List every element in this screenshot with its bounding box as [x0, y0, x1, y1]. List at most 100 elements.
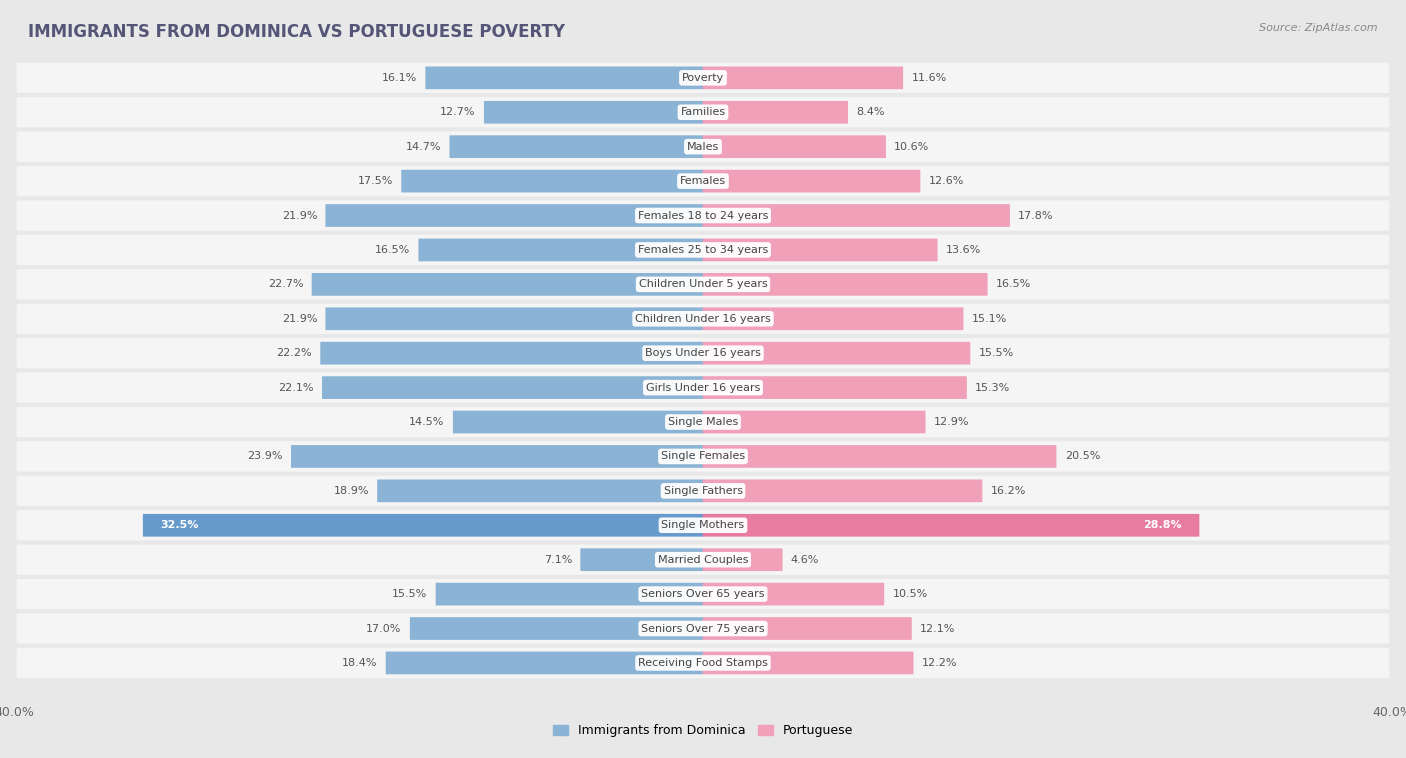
- FancyBboxPatch shape: [703, 652, 914, 675]
- Text: Single Males: Single Males: [668, 417, 738, 427]
- FancyBboxPatch shape: [703, 101, 848, 124]
- FancyBboxPatch shape: [17, 613, 1389, 644]
- Text: Girls Under 16 years: Girls Under 16 years: [645, 383, 761, 393]
- FancyBboxPatch shape: [703, 342, 970, 365]
- FancyBboxPatch shape: [703, 239, 938, 262]
- Text: Single Females: Single Females: [661, 452, 745, 462]
- FancyBboxPatch shape: [703, 136, 886, 158]
- Text: 18.4%: 18.4%: [342, 658, 377, 668]
- Text: 18.9%: 18.9%: [333, 486, 368, 496]
- FancyBboxPatch shape: [703, 548, 783, 571]
- Text: 14.5%: 14.5%: [409, 417, 444, 427]
- Text: 22.2%: 22.2%: [277, 348, 312, 359]
- Text: 13.6%: 13.6%: [946, 245, 981, 255]
- Text: 10.5%: 10.5%: [893, 589, 928, 599]
- FancyBboxPatch shape: [322, 376, 703, 399]
- FancyBboxPatch shape: [17, 269, 1389, 299]
- Text: 10.6%: 10.6%: [894, 142, 929, 152]
- Text: 15.5%: 15.5%: [392, 589, 427, 599]
- Text: Poverty: Poverty: [682, 73, 724, 83]
- FancyBboxPatch shape: [17, 97, 1389, 127]
- Text: 16.5%: 16.5%: [995, 280, 1031, 290]
- Text: Females 25 to 34 years: Females 25 to 34 years: [638, 245, 768, 255]
- FancyBboxPatch shape: [484, 101, 703, 124]
- Text: 8.4%: 8.4%: [856, 108, 884, 117]
- Text: 21.9%: 21.9%: [281, 314, 318, 324]
- Text: 14.7%: 14.7%: [406, 142, 441, 152]
- Text: 20.5%: 20.5%: [1064, 452, 1099, 462]
- Text: 15.5%: 15.5%: [979, 348, 1014, 359]
- FancyBboxPatch shape: [703, 514, 1199, 537]
- FancyBboxPatch shape: [703, 204, 1010, 227]
- Text: 12.6%: 12.6%: [928, 176, 965, 186]
- FancyBboxPatch shape: [703, 170, 921, 193]
- FancyBboxPatch shape: [703, 583, 884, 606]
- Text: 15.3%: 15.3%: [976, 383, 1011, 393]
- FancyBboxPatch shape: [703, 67, 903, 89]
- FancyBboxPatch shape: [17, 166, 1389, 196]
- Text: 12.9%: 12.9%: [934, 417, 969, 427]
- FancyBboxPatch shape: [426, 67, 703, 89]
- Text: 16.5%: 16.5%: [375, 245, 411, 255]
- FancyBboxPatch shape: [17, 372, 1389, 402]
- Text: Children Under 16 years: Children Under 16 years: [636, 314, 770, 324]
- FancyBboxPatch shape: [17, 544, 1389, 575]
- Text: 12.2%: 12.2%: [922, 658, 957, 668]
- Text: 15.1%: 15.1%: [972, 314, 1007, 324]
- Text: 21.9%: 21.9%: [281, 211, 318, 221]
- Text: 22.7%: 22.7%: [267, 280, 304, 290]
- Text: Seniors Over 75 years: Seniors Over 75 years: [641, 624, 765, 634]
- FancyBboxPatch shape: [17, 132, 1389, 161]
- Text: 23.9%: 23.9%: [247, 452, 283, 462]
- Text: Females: Females: [681, 176, 725, 186]
- FancyBboxPatch shape: [703, 617, 911, 640]
- Text: Families: Families: [681, 108, 725, 117]
- Text: 7.1%: 7.1%: [544, 555, 572, 565]
- FancyBboxPatch shape: [17, 648, 1389, 678]
- Text: Seniors Over 65 years: Seniors Over 65 years: [641, 589, 765, 599]
- Text: 17.5%: 17.5%: [357, 176, 392, 186]
- Text: Females 18 to 24 years: Females 18 to 24 years: [638, 211, 768, 221]
- FancyBboxPatch shape: [703, 273, 987, 296]
- Text: Single Fathers: Single Fathers: [664, 486, 742, 496]
- FancyBboxPatch shape: [385, 652, 703, 675]
- Text: 12.7%: 12.7%: [440, 108, 475, 117]
- FancyBboxPatch shape: [17, 579, 1389, 609]
- FancyBboxPatch shape: [401, 170, 703, 193]
- Text: Single Mothers: Single Mothers: [661, 520, 745, 531]
- Text: 12.1%: 12.1%: [920, 624, 956, 634]
- Legend: Immigrants from Dominica, Portuguese: Immigrants from Dominica, Portuguese: [548, 719, 858, 742]
- FancyBboxPatch shape: [17, 510, 1389, 540]
- Text: Males: Males: [688, 142, 718, 152]
- FancyBboxPatch shape: [581, 548, 703, 571]
- Text: Children Under 5 years: Children Under 5 years: [638, 280, 768, 290]
- FancyBboxPatch shape: [17, 63, 1389, 93]
- Text: 28.8%: 28.8%: [1143, 520, 1182, 531]
- Text: 4.6%: 4.6%: [790, 555, 820, 565]
- Text: 17.0%: 17.0%: [366, 624, 402, 634]
- FancyBboxPatch shape: [17, 441, 1389, 471]
- Text: Source: ZipAtlas.com: Source: ZipAtlas.com: [1260, 23, 1378, 33]
- FancyBboxPatch shape: [321, 342, 703, 365]
- FancyBboxPatch shape: [17, 476, 1389, 506]
- FancyBboxPatch shape: [143, 514, 703, 537]
- Text: Boys Under 16 years: Boys Under 16 years: [645, 348, 761, 359]
- Text: IMMIGRANTS FROM DOMINICA VS PORTUGUESE POVERTY: IMMIGRANTS FROM DOMINICA VS PORTUGUESE P…: [28, 23, 565, 41]
- FancyBboxPatch shape: [703, 480, 983, 503]
- FancyBboxPatch shape: [377, 480, 703, 503]
- FancyBboxPatch shape: [312, 273, 703, 296]
- Text: 11.6%: 11.6%: [911, 73, 946, 83]
- FancyBboxPatch shape: [450, 136, 703, 158]
- Text: Married Couples: Married Couples: [658, 555, 748, 565]
- FancyBboxPatch shape: [291, 445, 703, 468]
- FancyBboxPatch shape: [325, 308, 703, 330]
- Text: 16.2%: 16.2%: [991, 486, 1026, 496]
- FancyBboxPatch shape: [17, 235, 1389, 265]
- FancyBboxPatch shape: [411, 617, 703, 640]
- Text: 17.8%: 17.8%: [1018, 211, 1053, 221]
- FancyBboxPatch shape: [703, 308, 963, 330]
- FancyBboxPatch shape: [703, 376, 967, 399]
- FancyBboxPatch shape: [325, 204, 703, 227]
- FancyBboxPatch shape: [453, 411, 703, 434]
- FancyBboxPatch shape: [17, 407, 1389, 437]
